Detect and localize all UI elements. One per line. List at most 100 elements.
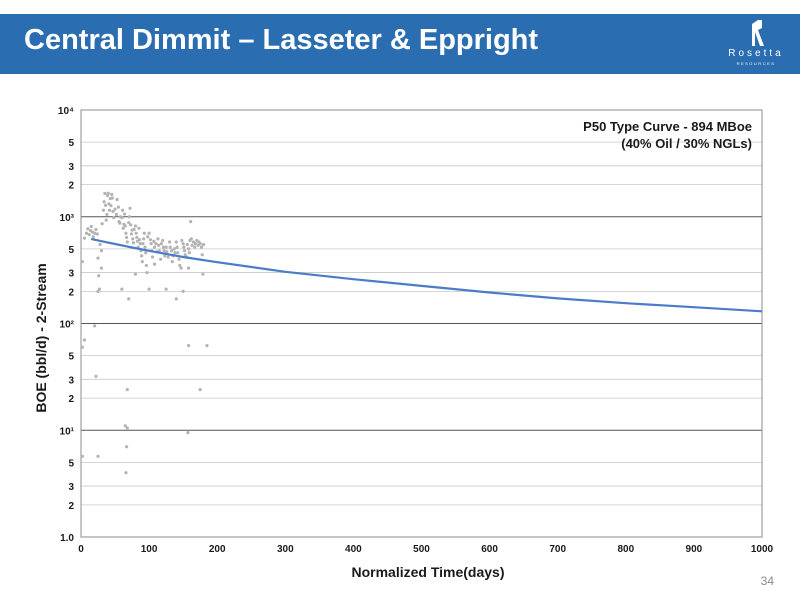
data-point-2 xyxy=(84,231,89,235)
data-point-19 xyxy=(102,200,106,204)
data-point-127 xyxy=(193,242,198,246)
data-point-110 xyxy=(178,263,182,268)
data-point-20 xyxy=(103,191,107,196)
y-tick-label-3: 5 xyxy=(68,458,74,469)
x-tick-label-0: 0 xyxy=(78,544,84,555)
data-point-141 xyxy=(96,289,100,293)
data-point-99 xyxy=(167,240,172,244)
data-point-106 xyxy=(174,240,178,244)
data-point-10 xyxy=(94,227,98,232)
data-point-122 xyxy=(189,220,193,224)
data-point-75 xyxy=(144,263,148,268)
x-tick-label-2: 200 xyxy=(209,544,226,555)
data-point-31 xyxy=(110,196,114,200)
data-point-25 xyxy=(106,191,110,195)
data-point-132 xyxy=(199,245,204,249)
data-point-16 xyxy=(99,249,104,253)
x-tick-label-6: 600 xyxy=(481,544,498,555)
y-tick-label-8: 10² xyxy=(60,320,75,331)
data-point-9 xyxy=(93,231,97,235)
data-point-73 xyxy=(143,245,147,249)
data-point-94 xyxy=(162,249,166,253)
data-point-149 xyxy=(80,345,84,349)
data-point-138 xyxy=(164,287,168,291)
data-point-123 xyxy=(189,237,193,241)
data-point-153 xyxy=(125,388,129,392)
data-point-71 xyxy=(142,237,146,241)
data-point-148 xyxy=(82,338,87,342)
data-point-134 xyxy=(201,272,205,276)
x-tick-label-7: 700 xyxy=(549,544,566,555)
data-point-42 xyxy=(120,208,125,212)
rosetta-logo: Rosetta RESOURCES xyxy=(718,18,794,72)
data-point-131 xyxy=(198,242,202,246)
data-point-47 xyxy=(124,231,128,235)
title-banner: Central Dimmit – Lasseter & Eppright Ros… xyxy=(0,14,800,74)
data-point-39 xyxy=(118,221,122,225)
data-point-147 xyxy=(93,324,97,328)
data-point-4 xyxy=(87,233,91,237)
data-point-18 xyxy=(101,208,106,212)
data-point-104 xyxy=(172,247,176,251)
data-point-37 xyxy=(116,205,121,209)
data-point-142 xyxy=(99,266,104,270)
data-point-77 xyxy=(146,235,150,239)
data-point-82 xyxy=(150,255,155,259)
data-point-54 xyxy=(129,232,133,236)
data-point-97 xyxy=(165,250,169,254)
data-point-58 xyxy=(132,227,136,232)
data-point-161 xyxy=(186,431,190,435)
data-point-158 xyxy=(125,426,129,430)
data-point-87 xyxy=(156,237,160,241)
slide-title: Central Dimmit – Lasseter & Eppright xyxy=(24,24,539,56)
data-point-11 xyxy=(95,232,99,236)
data-point-109 xyxy=(177,257,181,261)
data-point-145 xyxy=(181,289,185,293)
y-tick-label-2: 3 xyxy=(68,482,74,493)
data-point-90 xyxy=(159,257,163,261)
data-point-144 xyxy=(147,287,151,291)
y-tick-label-4: 10¹ xyxy=(60,426,75,437)
plot-frame xyxy=(80,109,763,538)
data-point-98 xyxy=(166,255,170,259)
data-point-6 xyxy=(89,224,93,229)
data-point-88 xyxy=(157,243,161,247)
data-point-70 xyxy=(141,242,145,246)
data-point-133 xyxy=(201,242,206,247)
data-point-52 xyxy=(128,206,132,210)
data-point-154 xyxy=(198,388,202,392)
data-point-107 xyxy=(175,245,179,249)
y-tick-label-12: 10³ xyxy=(60,213,75,224)
x-tick-label-4: 400 xyxy=(345,544,362,555)
grid-lines xyxy=(81,109,762,538)
data-point-108 xyxy=(176,251,180,255)
data-point-160 xyxy=(124,471,128,475)
data-point-139 xyxy=(152,262,157,266)
data-point-91 xyxy=(159,242,163,246)
data-point-33 xyxy=(112,216,116,220)
data-point-0 xyxy=(80,260,84,264)
x-tick-label-8: 800 xyxy=(617,544,634,555)
data-point-120 xyxy=(187,251,191,255)
data-point-143 xyxy=(120,287,124,291)
data-point-124 xyxy=(190,243,194,247)
y-tick-label-16: 10⁴ xyxy=(58,106,74,117)
data-point-23 xyxy=(105,212,109,217)
y-tick-label-6: 3 xyxy=(68,375,74,386)
x-tick-label-10: 1000 xyxy=(751,544,774,555)
data-point-115 xyxy=(182,249,187,253)
data-point-41 xyxy=(120,216,124,220)
data-point-151 xyxy=(186,344,191,348)
data-point-152 xyxy=(205,344,209,348)
data-point-112 xyxy=(180,238,184,243)
type-curve xyxy=(90,237,763,313)
data-point-15 xyxy=(98,242,102,247)
data-point-69 xyxy=(140,260,144,264)
data-point-1 xyxy=(82,236,87,240)
data-point-64 xyxy=(137,226,141,230)
data-point-34 xyxy=(113,207,117,211)
data-point-43 xyxy=(121,226,125,230)
data-point-27 xyxy=(108,208,112,212)
data-point-80 xyxy=(149,242,153,246)
